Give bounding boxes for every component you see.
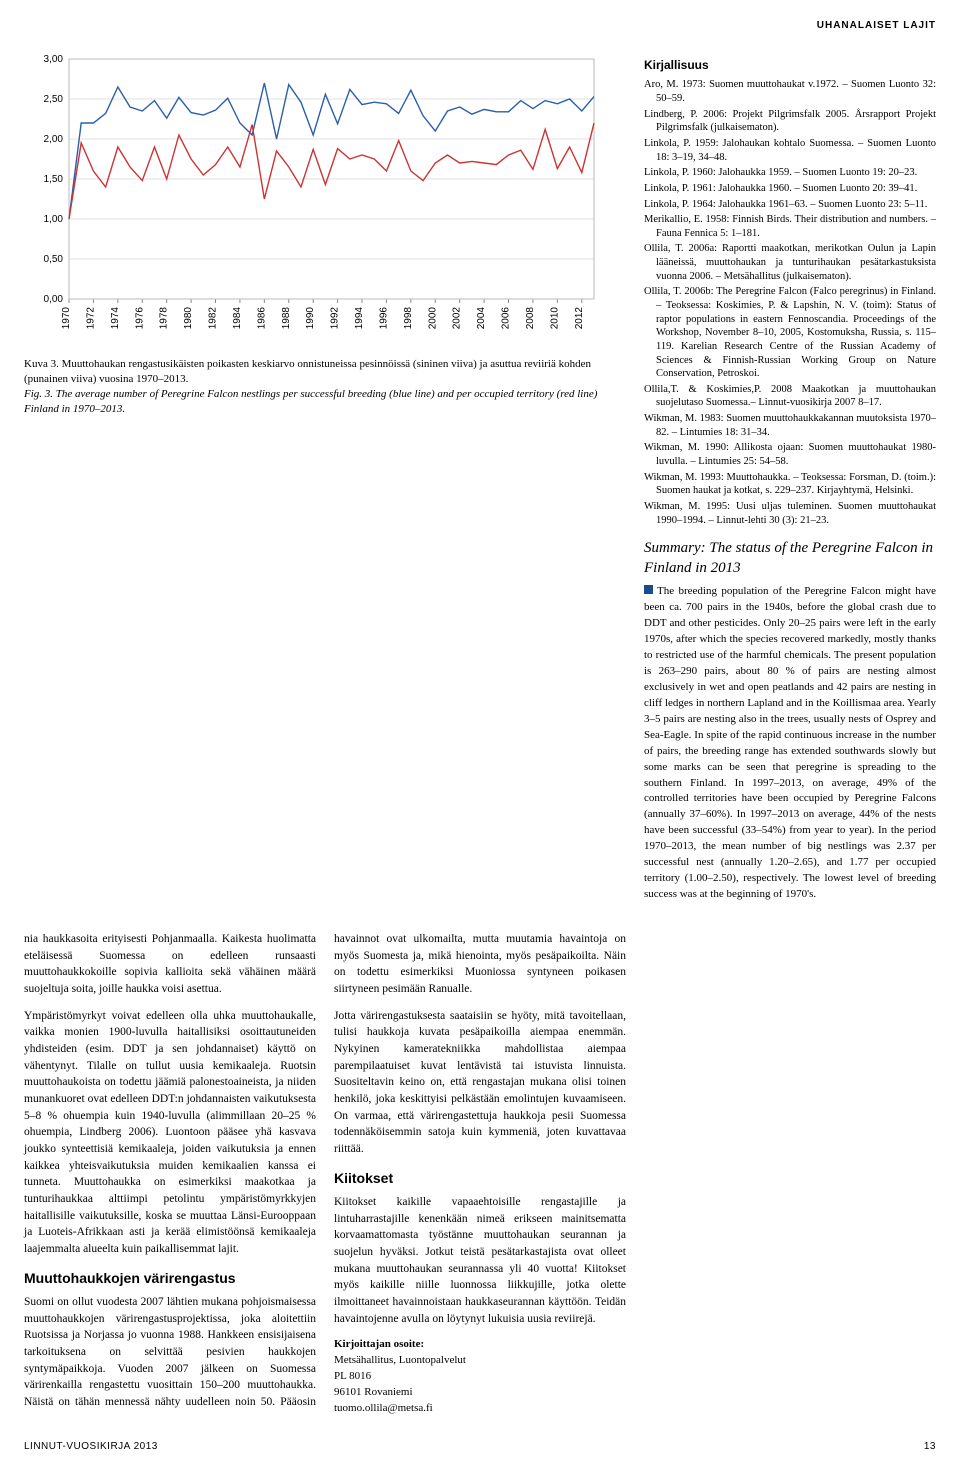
svg-text:2008: 2008: [525, 307, 536, 330]
right-column: Kirjallisuus Aro, M. 1973: Suomen muutto…: [644, 49, 936, 913]
svg-text:1986: 1986: [256, 307, 267, 330]
author-label: Kirjoittajan osoite:: [334, 1337, 626, 1353]
ref-item: Ollila, T. 2006b: The Peregrine Falcon (…: [644, 285, 936, 380]
svg-text:1976: 1976: [134, 307, 145, 330]
svg-text:3,00: 3,00: [44, 54, 64, 65]
caption-fi-text: Muuttohaukan rengastusikäisten poikasten…: [24, 358, 591, 385]
svg-text:2012: 2012: [574, 307, 585, 330]
svg-text:1,50: 1,50: [44, 174, 64, 185]
summary-text: The breeding population of the Peregrine…: [644, 585, 936, 900]
ref-item: Linkola, P. 1959: Jalohaukan kohtalo Suo…: [644, 137, 936, 164]
svg-text:2,50: 2,50: [44, 94, 64, 105]
ref-item: Wikman, M. 1993: Muuttohaukka. – Teokses…: [644, 471, 936, 498]
author-box: Kirjoittajan osoite: Metsähallitus, Luon…: [334, 1337, 626, 1417]
ref-item: Linkola, P. 1960: Jalohaukka 1959. – Suo…: [644, 166, 936, 180]
svg-text:1980: 1980: [183, 307, 194, 330]
svg-text:1,00: 1,00: [44, 214, 64, 225]
svg-text:1974: 1974: [110, 307, 121, 330]
summary-block: The breeding population of the Peregrine…: [644, 584, 936, 903]
ref-item: Lindberg, P. 2006: Projekt Pilgrimsfalk …: [644, 108, 936, 135]
footer-page-number: 13: [924, 1441, 936, 1452]
svg-text:1970: 1970: [61, 307, 72, 330]
svg-text:2006: 2006: [501, 307, 512, 330]
author-org: Metsähallitus, Luontopalvelut: [334, 1353, 626, 1369]
svg-text:2000: 2000: [427, 307, 438, 330]
main-layout: 0,00 0,50 1,00 1,50 2,00 2,50 3,00 1970 1972 1974…: [24, 49, 936, 1417]
ref-item: Aro, M. 1973: Suomen muuttohaukat v.1972…: [644, 78, 936, 105]
svg-text:2010: 2010: [549, 307, 560, 330]
ref-item: Ollila, T. 2006a: Raportti maakotkan, me…: [644, 242, 936, 283]
page-section-header: UHANALAISET LAJIT: [24, 20, 936, 31]
chart-block: 0,00 0,50 1,00 1,50 2,00 2,50 3,00 1970 1972 1974…: [24, 49, 626, 913]
svg-text:1988: 1988: [281, 307, 292, 330]
body-h2b: Kiitokset: [334, 1168, 626, 1188]
body-p4: Jotta värirengastuksesta saataisiin se h…: [334, 1008, 626, 1158]
body-columns: nia haukkasoita erityisesti Pohjanmaalla…: [24, 931, 626, 1417]
svg-text:2,00: 2,00: [44, 134, 64, 145]
author-city: 96101 Rovaniemi: [334, 1385, 626, 1401]
svg-text:1984: 1984: [232, 307, 243, 330]
ref-item: Merikallio, E. 1958: Finnish Birds. Thei…: [644, 213, 936, 240]
ref-item: Wikman, M. 1995: Uusi uljas tuleminen. S…: [644, 500, 936, 527]
body-p5: Kiitokset kaikille vapaaehtoisille renga…: [334, 1194, 626, 1327]
svg-text:0,00: 0,00: [44, 294, 64, 305]
author-pobox: PL 8016: [334, 1369, 626, 1385]
chart-caption: Kuva 3. Muuttohaukan rengastusikäisten p…: [24, 357, 626, 416]
body-h2a: Muuttohaukkojen värirengastus: [24, 1268, 316, 1288]
svg-text:2004: 2004: [476, 307, 487, 330]
svg-text:1972: 1972: [85, 307, 96, 330]
author-email: tuomo.ollila@metsa.fi: [334, 1401, 626, 1417]
svg-text:1998: 1998: [403, 307, 414, 330]
svg-text:1992: 1992: [330, 307, 341, 330]
caption-en-label: Fig. 3.: [24, 388, 53, 400]
ref-item: Wikman, M. 1983: Suomen muuttohaukkakann…: [644, 412, 936, 439]
body-p1: nia haukkasoita erityisesti Pohjanmaalla…: [24, 931, 316, 998]
line-chart: 0,00 0,50 1,00 1,50 2,00 2,50 3,00 1970 1972 1974…: [24, 49, 604, 349]
ref-item: Linkola, P. 1964: Jalohaukka 1961–63. – …: [644, 198, 936, 212]
refs-title: Kirjallisuus: [644, 57, 936, 74]
svg-text:1978: 1978: [159, 307, 170, 330]
caption-fi-label: Kuva 3.: [24, 358, 59, 370]
ref-item: Ollila,T. & Koskimies,P. 2008 Maakotkan …: [644, 383, 936, 410]
ref-item: Linkola, P. 1961: Jalohaukka 1960. – Suo…: [644, 182, 936, 196]
svg-text:1982: 1982: [208, 307, 219, 330]
ref-item: Wikman, M. 1990: Allikosta ojaan: Suomen…: [644, 441, 936, 468]
refs-list: Aro, M. 1973: Suomen muuttohaukat v.1972…: [644, 78, 936, 527]
summary-marker-icon: [644, 585, 653, 594]
svg-text:1994: 1994: [354, 307, 365, 330]
body-p2: Ympäristömyrkyt voivat edelleen olla uhk…: [24, 1008, 316, 1258]
svg-text:1996: 1996: [378, 307, 389, 330]
footer-left: LINNUT-VUOSIKIRJA 2013: [24, 1441, 158, 1452]
svg-text:2002: 2002: [452, 307, 463, 330]
svg-text:0,50: 0,50: [44, 254, 64, 265]
svg-text:1990: 1990: [305, 307, 316, 330]
summary-title: Summary: The status of the Peregrine Fal…: [644, 539, 936, 578]
caption-en-text: The average number of Peregrine Falcon n…: [24, 388, 597, 415]
page-footer: LINNUT-VUOSIKIRJA 2013 13: [24, 1441, 936, 1452]
